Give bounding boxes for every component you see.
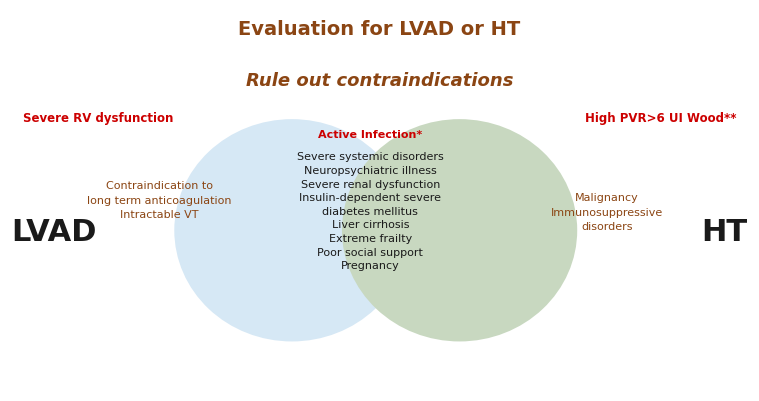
Text: Severe RV dysfunction: Severe RV dysfunction [23, 112, 173, 125]
Text: HT: HT [701, 218, 748, 247]
Ellipse shape [175, 119, 410, 342]
Text: Malignancy
Immunosuppressive
disorders: Malignancy Immunosuppressive disorders [551, 193, 663, 232]
Text: Rule out contraindications: Rule out contraindications [246, 72, 513, 90]
Text: Severe systemic disorders
Neuropsychiatric illness
Severe renal dysfunction
Insu: Severe systemic disorders Neuropsychiatr… [297, 152, 444, 271]
Text: High PVR>6 UI Wood**: High PVR>6 UI Wood** [584, 112, 736, 125]
Text: Contraindication to
long term anticoagulation
Intractable VT: Contraindication to long term anticoagul… [87, 181, 231, 220]
Ellipse shape [342, 119, 578, 342]
Text: LVAD: LVAD [11, 218, 97, 247]
Text: Evaluation for LVAD or HT: Evaluation for LVAD or HT [238, 20, 521, 39]
Text: Active Infection*: Active Infection* [318, 130, 423, 140]
